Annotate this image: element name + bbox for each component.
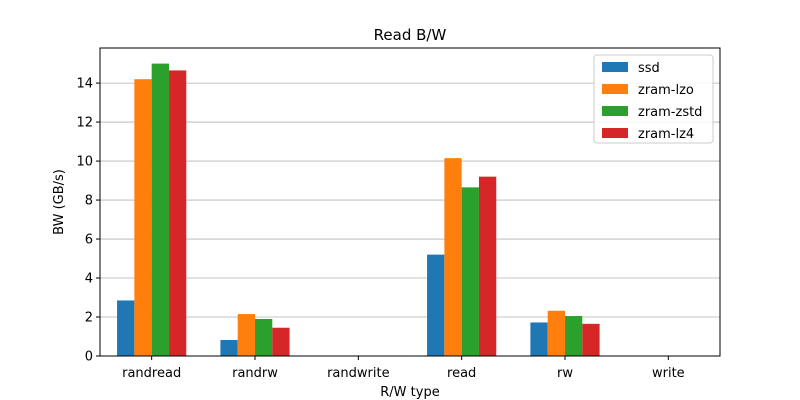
y-tick-label: 14 [76,77,93,92]
x-tick-label: randread [122,366,181,381]
x-tick-label: randrw [232,366,278,381]
bar-ssd-read [427,254,445,356]
plot-frame [99,47,721,357]
bar-zram-lzo-randread [134,79,152,356]
axes: 0 2 4 6 8 10 12 14 randread randrw randwrite read rw… [76,77,684,381]
chart-title: Read B/W [374,26,447,44]
x-tick-label: randwrite [327,366,390,381]
legend-label-zram-lzo: zram-lzo [638,83,694,98]
legend-swatch-zram-lzo [602,84,628,94]
y-tick-label: 12 [76,116,93,131]
y-tick-label: 8 [85,194,93,209]
bar-ssd-randread [117,300,135,356]
x-tick-label: write [652,366,685,381]
legend-swatch-zram-zstd [602,106,628,116]
legend-swatch-ssd [602,62,628,72]
bar-zram-lz4-randrw [272,327,290,356]
bar-zram-lz4-rw [582,323,600,356]
bar-zram-lz4-randread [168,70,187,356]
y-tick-label: 10 [76,155,93,170]
y-tick-label: 6 [85,233,93,248]
bar-zram-zstd-rw [565,316,583,356]
y-tick-label: 0 [85,350,93,365]
legend-swatch-zram-lz4 [602,128,628,138]
x-axis-label: R/W type [380,385,439,400]
bar-ssd-randrw [220,340,238,356]
bar-zram-lzo-read [444,158,462,356]
bar-zram-lz4-read [478,176,497,356]
bar-zram-zstd-read [461,187,479,356]
y-tick-label: 2 [85,311,93,326]
legend: ssd zram-lzo zram-zstd zram-lz4 [593,54,714,144]
x-tick-label: rw [557,366,573,381]
bars [117,63,600,356]
legend-label-zram-zstd: zram-zstd [638,105,702,120]
legend-box [593,54,714,144]
legend-label-zram-lz4: zram-lz4 [638,127,694,142]
bar-ssd-rw [530,322,548,356]
legend-label-ssd: ssd [638,61,660,76]
bar-zram-lzo-randrw [237,314,255,356]
x-tick-label: read [447,366,476,381]
bar-zram-lzo-rw [547,310,565,356]
y-axis-label: BW (GB/s) [52,169,67,235]
y-tick-label: 4 [85,272,93,287]
bar-zram-zstd-randread [151,63,169,356]
bar-zram-zstd-randrw [255,318,273,356]
grid-lines [100,82,720,357]
